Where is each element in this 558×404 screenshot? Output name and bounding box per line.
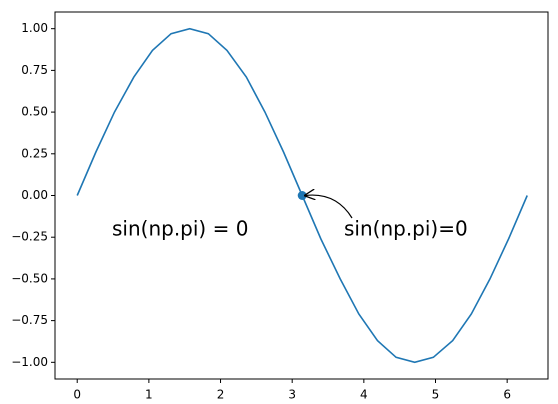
y-tick-label: 1.00 <box>21 21 48 35</box>
x-tick-label: 1 <box>145 388 153 402</box>
annotation-arrow <box>305 195 353 219</box>
y-tick-label: −1.00 <box>11 355 48 369</box>
y-tick-label: −0.25 <box>11 230 48 244</box>
x-tick-label: 3 <box>288 388 296 402</box>
y-tick-label: 0.75 <box>21 63 48 77</box>
x-tick-label: 4 <box>360 388 368 402</box>
y-tick-label: 0.25 <box>21 146 48 160</box>
annotation: sin(np.pi)=0 <box>344 217 468 241</box>
x-tick-label: 2 <box>217 388 225 402</box>
x-tick-label: 0 <box>73 388 81 402</box>
x-tick-label: 6 <box>503 388 511 402</box>
annotation: sin(np.pi) = 0 <box>112 217 248 241</box>
x-tick-label: 5 <box>432 388 440 402</box>
y-tick-label: −0.50 <box>11 271 48 285</box>
y-tick-label: −0.75 <box>11 313 48 327</box>
y-tick-label: 0.00 <box>21 188 48 202</box>
y-tick-label: 0.50 <box>21 105 48 119</box>
